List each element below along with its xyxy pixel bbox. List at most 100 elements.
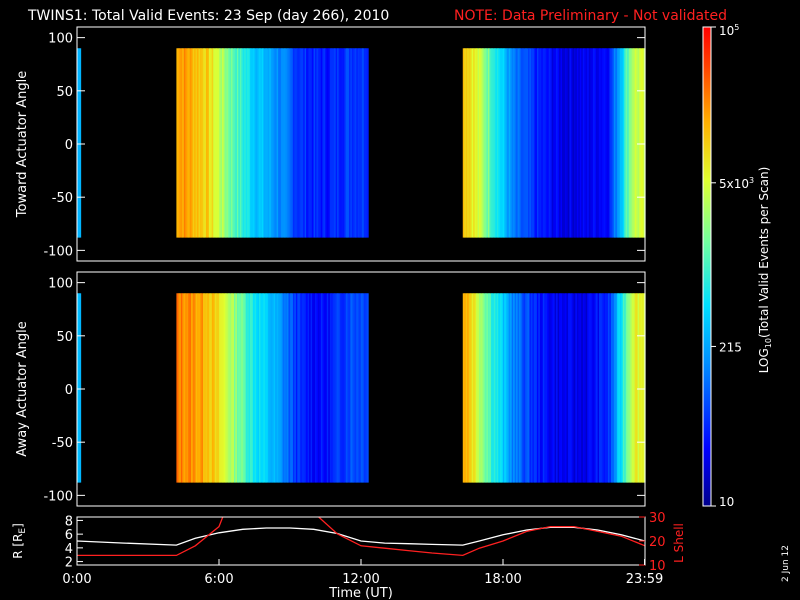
heatmap-column: [297, 293, 300, 483]
heatmap-column: [606, 48, 609, 238]
heatmap-column: [467, 293, 470, 483]
heatmap-column: [309, 293, 312, 483]
heatmap-column: [594, 48, 597, 238]
x-tick-label: 12:00: [342, 572, 379, 587]
heatmap-column: [245, 48, 248, 238]
toward-heatmap: [77, 48, 646, 238]
heatmap-column: [493, 48, 496, 238]
heatmap-column: [560, 48, 563, 238]
heatmap-column: [298, 293, 301, 483]
heatmap-column: [527, 48, 531, 238]
heatmap-column: [282, 48, 285, 238]
heatmap-column: [272, 48, 275, 238]
heatmap-column: [353, 293, 356, 483]
heatmap-column: [511, 48, 514, 238]
heatmap-column: [270, 293, 273, 483]
heatmap-column: [487, 293, 491, 483]
heatmap-column: [180, 48, 183, 238]
heatmap-column: [539, 48, 542, 238]
y-tick-label: 50: [56, 330, 73, 345]
heatmap-column: [315, 293, 318, 483]
orbit-xlabel: Time (UT): [328, 586, 393, 600]
heatmap-column: [353, 48, 356, 238]
heatmap-column: [559, 293, 562, 483]
heatmap-column: [295, 48, 298, 238]
heatmap-column: [188, 293, 191, 483]
heatmap-column: [637, 48, 640, 238]
heatmap-column: [77, 48, 80, 238]
heatmap-column: [307, 48, 310, 238]
heatmap-column: [492, 293, 495, 483]
heatmap-column: [599, 48, 602, 238]
heatmap-column: [269, 293, 272, 483]
heatmap-column: [334, 293, 337, 483]
heatmap-column: [482, 293, 485, 483]
heatmap-column: [504, 293, 507, 483]
y-tick-label: 0: [65, 383, 73, 398]
heatmap-column: [289, 48, 293, 238]
heatmap-column: [253, 293, 256, 483]
heatmap-column: [467, 48, 470, 238]
heatmap-column: [337, 48, 340, 238]
heatmap-column: [597, 48, 600, 238]
heatmap-column: [607, 48, 611, 238]
heatmap-column: [535, 48, 538, 238]
heatmap-column: [343, 293, 346, 483]
heatmap-column: [263, 48, 266, 238]
heatmap-column: [630, 48, 633, 238]
heatmap-column: [576, 48, 579, 238]
y-tick-label: 4: [65, 542, 73, 557]
heatmap-column: [533, 48, 536, 238]
colorbar-tick-label: 215: [719, 340, 742, 354]
heatmap-column: [345, 293, 349, 483]
heatmap-column: [363, 48, 366, 238]
heatmap-column: [344, 48, 347, 238]
heatmap-column: [544, 293, 547, 483]
heatmap-column: [474, 293, 477, 483]
heatmap-column: [484, 48, 488, 238]
y-tick-label: 30: [649, 511, 666, 526]
heatmap-column: [613, 48, 616, 238]
heatmap-column: [235, 293, 238, 483]
heatmap-column: [615, 48, 618, 238]
heatmap-column: [508, 48, 511, 238]
heatmap-column: [198, 293, 201, 483]
y-tick-label: 100: [48, 32, 73, 47]
heatmap-column: [495, 293, 498, 483]
heatmap-column: [319, 293, 322, 483]
heatmap-column: [597, 293, 600, 483]
heatmap-column: [272, 293, 275, 483]
heatmap-column: [550, 48, 553, 238]
heatmap-column: [208, 48, 211, 238]
x-tick-label: 6:00: [204, 572, 233, 587]
y-tick-label: 6: [65, 528, 73, 543]
heatmap-column: [261, 293, 264, 483]
heatmap-column: [207, 293, 210, 483]
colorbar-tick-label: 105: [719, 23, 739, 38]
heatmap-column: [211, 48, 214, 238]
heatmap-column: [185, 293, 188, 483]
heatmap-column: [507, 48, 510, 238]
heatmap-column: [603, 293, 606, 483]
heatmap-column: [264, 293, 267, 483]
y-tick-label: 2: [65, 556, 73, 571]
heatmap-column: [297, 48, 300, 238]
heatmap-column: [348, 48, 351, 238]
heatmap-column: [298, 48, 301, 238]
heatmap-column: [250, 293, 253, 483]
heatmap-column: [356, 293, 359, 483]
heatmap-column: [340, 48, 343, 238]
heatmap-column: [189, 48, 192, 238]
heatmap-column: [593, 293, 596, 483]
heatmap-column: [331, 293, 334, 483]
heatmap-column: [468, 48, 471, 238]
heatmap-column: [464, 293, 467, 483]
x-tick-label: 0:00: [62, 572, 91, 587]
heatmap-column: [591, 293, 594, 483]
heatmap-column: [557, 293, 560, 483]
heatmap-column: [210, 293, 213, 483]
heatmap-column: [282, 293, 285, 483]
heatmap-column: [279, 293, 282, 483]
heatmap-column: [236, 48, 239, 238]
heatmap-column: [351, 293, 354, 483]
